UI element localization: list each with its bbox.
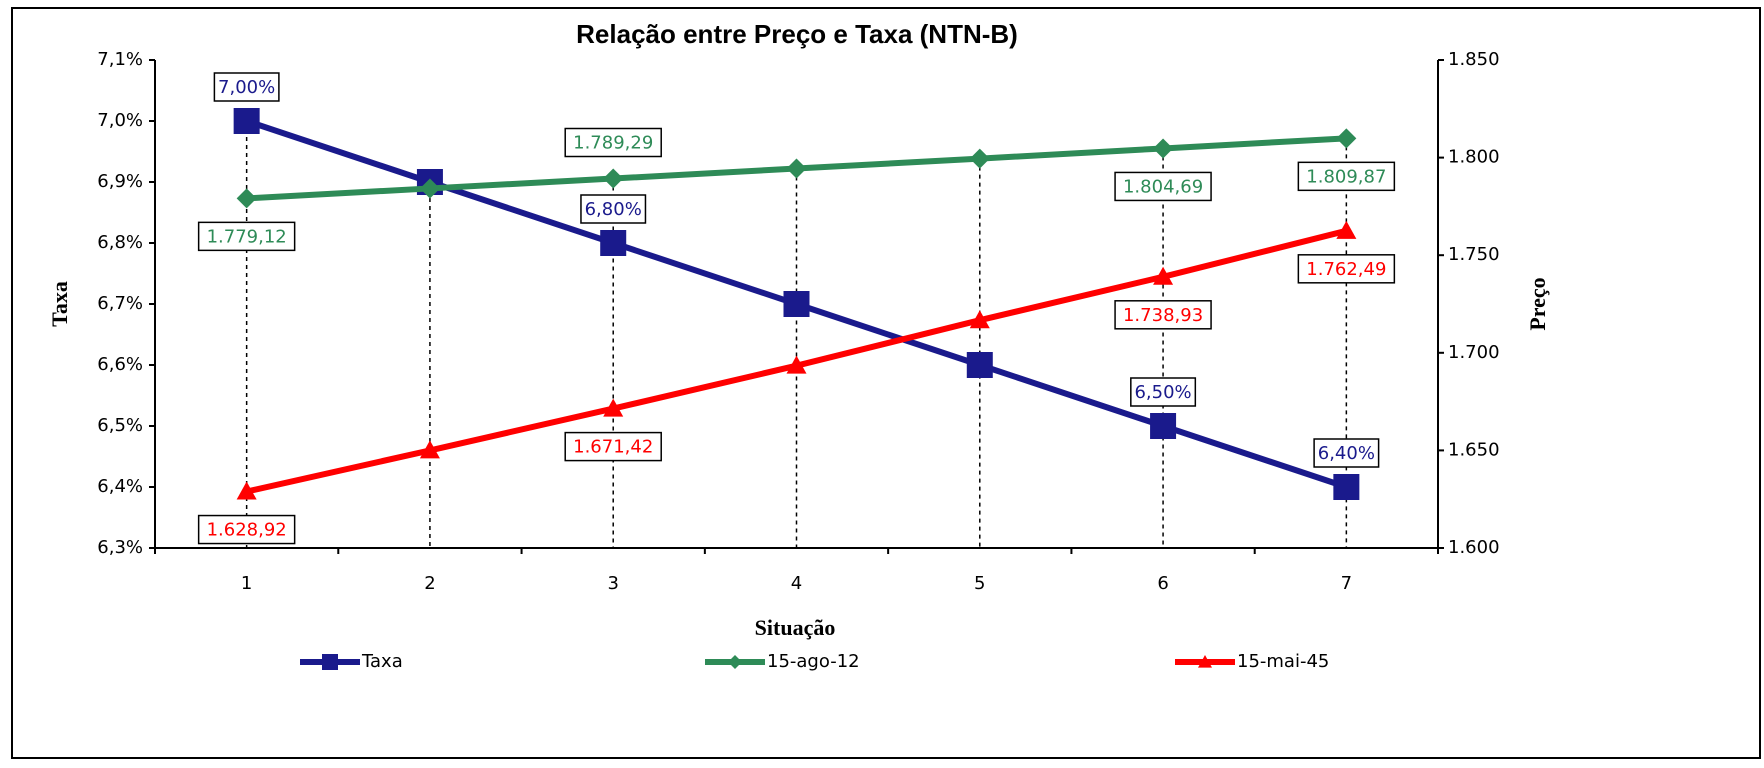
marker (1333, 474, 1360, 500)
x-tick-label: 6 (1157, 573, 1168, 594)
marker (1336, 128, 1357, 149)
y-tick-label: 6,5% (97, 415, 143, 436)
y2-tick-label: 1.600 (1448, 537, 1500, 558)
y2-tick-label: 1.650 (1448, 439, 1500, 460)
data-label: 6,50% (1134, 382, 1191, 403)
data-label: 1.628,92 (207, 520, 287, 541)
y-axis-title: Taxa (47, 281, 72, 327)
marker (600, 230, 627, 256)
y-tick-label: 6,6% (97, 354, 143, 375)
data-label-box (1297, 161, 1396, 192)
marker (1336, 220, 1357, 239)
data-label-box (197, 514, 296, 545)
y-tick-label: 6,8% (97, 232, 143, 253)
data-label-box (1297, 254, 1396, 284)
marker (419, 178, 440, 199)
marker (603, 398, 624, 417)
data-label-box (564, 127, 662, 158)
marker (1150, 413, 1177, 439)
data-label: 1.804,69 (1123, 176, 1203, 197)
marker (1153, 138, 1174, 159)
marker (966, 352, 993, 378)
data-label: 1.779,12 (207, 226, 287, 247)
data-label-box (197, 221, 296, 252)
x-tick-label: 7 (1341, 573, 1352, 594)
marker (236, 481, 257, 500)
y2-tick-label: 1.850 (1448, 49, 1500, 70)
y2-axis-title: Preço (1525, 277, 1550, 330)
data-label-box (580, 194, 647, 224)
data-label: 1.762,49 (1306, 259, 1386, 280)
x-axis-title: Situação (755, 615, 836, 640)
data-label: 1.738,93 (1123, 305, 1203, 326)
data-label: 1.809,87 (1306, 166, 1386, 187)
y-tick-label: 7,0% (97, 110, 143, 131)
y-tick-label: 6,9% (97, 171, 143, 192)
data-label: 1.671,42 (573, 437, 653, 458)
x-tick-label: 4 (791, 573, 802, 594)
marker (1153, 266, 1174, 285)
marker (1198, 655, 1212, 668)
chart-title: Relação entre Preço e Taxa (NTN-B) (576, 19, 1018, 49)
y-tick-label: 6,3% (97, 537, 143, 558)
y-tick-label: 7,1% (97, 49, 143, 70)
data-label-box (564, 431, 662, 462)
y2-tick-label: 1.800 (1448, 147, 1500, 168)
marker (969, 148, 990, 169)
legend-label: 15-ago-12 (767, 651, 860, 672)
legend-label: 15-mai-45 (1237, 651, 1329, 672)
data-label-box (1114, 171, 1212, 202)
y2-tick-label: 1.700 (1448, 342, 1500, 363)
data-label: 6,40% (1318, 443, 1375, 464)
data-label-box (1130, 377, 1197, 407)
y-tick-label: 6,7% (97, 293, 143, 314)
marker (783, 291, 810, 317)
marker (236, 188, 257, 209)
x-tick-label: 2 (424, 573, 435, 594)
x-tick-label: 5 (974, 573, 985, 594)
data-label: 7,00% (218, 77, 275, 98)
marker (969, 310, 990, 329)
y2-tick-label: 1.750 (1448, 244, 1500, 265)
data-label-box (213, 72, 280, 102)
data-label: 6,80% (585, 199, 642, 220)
marker (322, 654, 338, 670)
legend-label: Taxa (361, 651, 403, 672)
marker (603, 168, 624, 189)
data-label-box (1114, 300, 1212, 330)
data-label-box (1313, 438, 1380, 468)
chart-frame (11, 7, 1761, 759)
x-tick-label: 3 (607, 573, 618, 594)
marker (786, 355, 807, 374)
marker (728, 655, 742, 669)
data-label: 1.789,29 (573, 133, 653, 154)
marker (233, 108, 260, 134)
y-tick-label: 6,4% (97, 476, 143, 497)
marker (786, 158, 807, 179)
marker (419, 440, 440, 459)
x-tick-label: 1 (241, 573, 252, 594)
